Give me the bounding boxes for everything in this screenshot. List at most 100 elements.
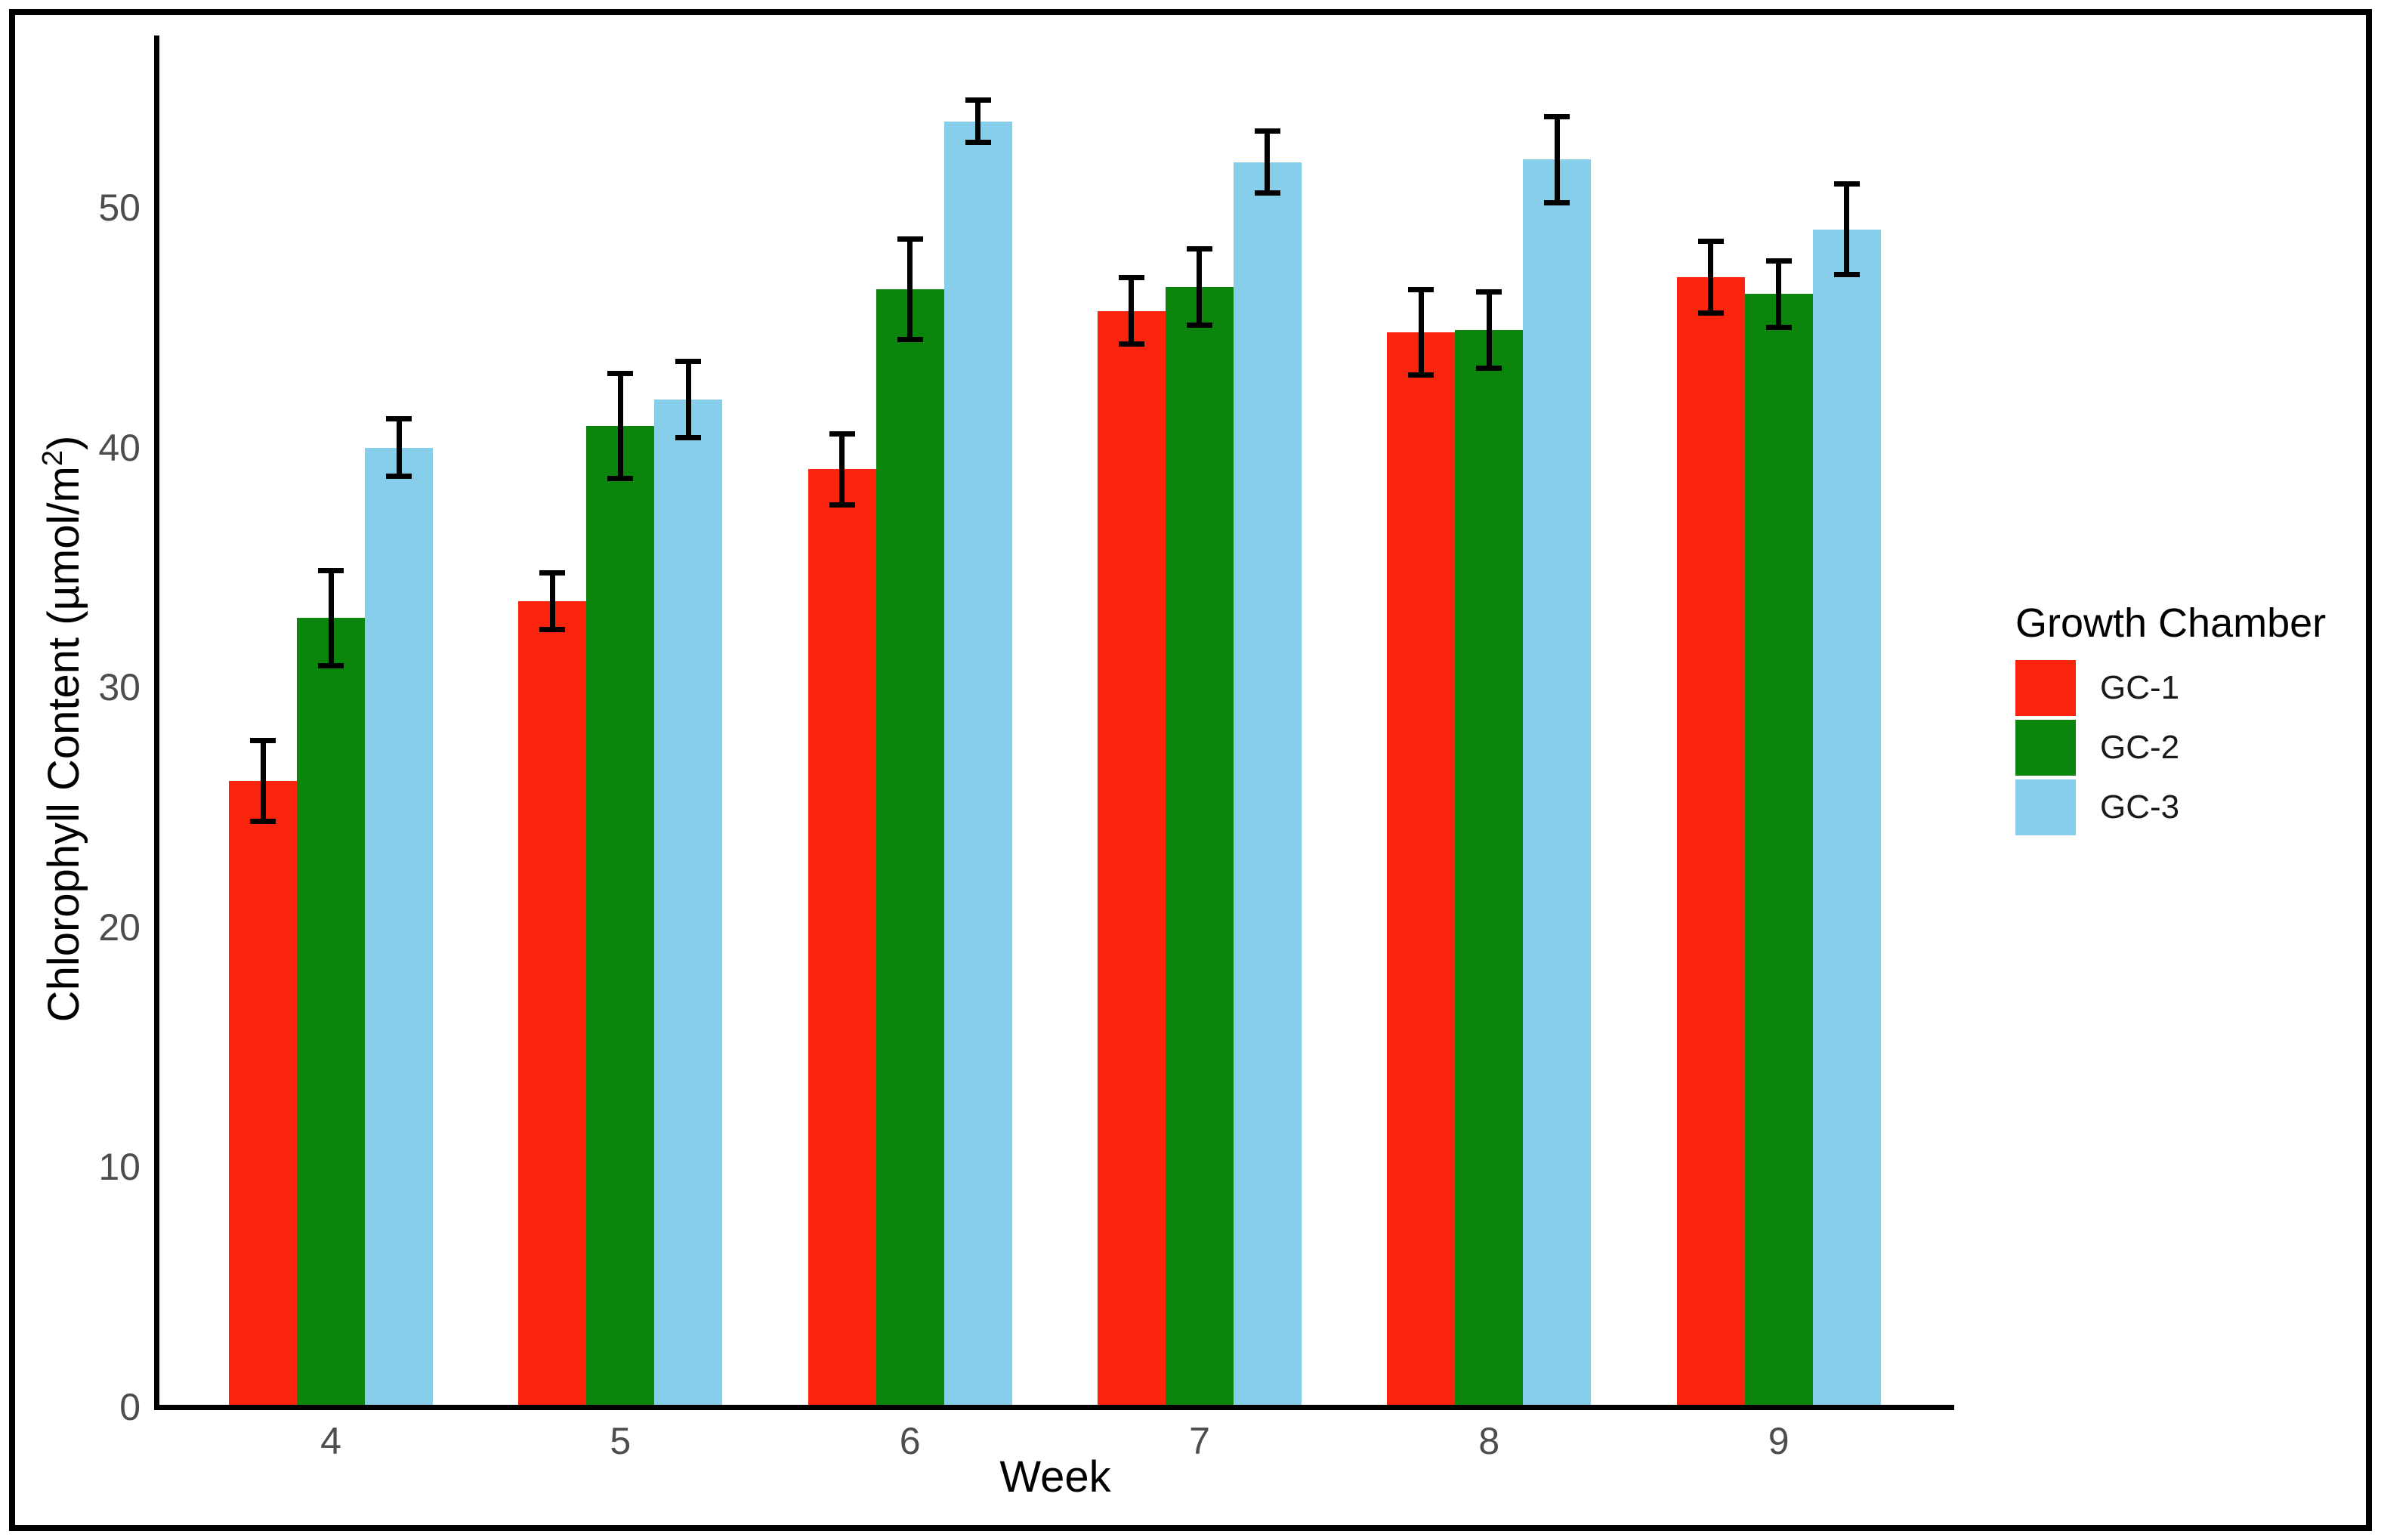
bar-gc-2-week9 [1744,294,1813,1409]
errorbar-line-gc-3-week7 [1265,131,1271,193]
x-axis-line [154,1405,1954,1410]
figure-border-frame [9,9,2372,1531]
errorbar-cap-bottom-gc-2-week7 [1186,322,1212,328]
legend-label-gc-3: GC-3 [2100,789,2180,826]
errorbar-line-gc-1-week6 [839,433,845,505]
y-tick-label-30: 30 [98,666,141,709]
y-axis-title-superscript: 2 [37,450,69,467]
errorbar-line-gc-2-week7 [1197,248,1203,326]
errorbar-cap-top-gc-1-week5 [539,569,566,576]
bar-gc-3-week6 [943,121,1012,1409]
x-tick-label-9: 9 [1768,1420,1790,1462]
errorbar-cap-bottom-gc-2-week8 [1476,365,1502,371]
errorbar-cap-bottom-gc-1-week4 [250,819,276,825]
errorbar-cap-top-gc-3-week7 [1254,128,1280,134]
errorbar-cap-bottom-gc-3-week9 [1833,271,1860,277]
errorbar-line-gc-2-week4 [328,569,334,666]
errorbar-cap-top-gc-3-week6 [965,97,991,103]
errorbar-line-gc-1-week8 [1418,289,1424,376]
errorbar-line-gc-2-week8 [1486,292,1492,369]
legend-title: Growth Chamber [2015,600,2327,646]
errorbar-line-gc-3-week5 [685,361,691,438]
errorbar-line-gc-3-week6 [975,100,981,144]
legend-key-gc-3 [2015,779,2076,835]
errorbar-cap-top-gc-1-week8 [1408,286,1434,292]
errorbar-cap-bottom-gc-3-week7 [1254,190,1280,196]
y-axis-title: Chlorophyll Content (µmol/m2) [29,351,88,1106]
errorbar-line-gc-2-week5 [617,373,623,479]
x-tick-label-8: 8 [1478,1420,1500,1462]
errorbar-line-gc-1-week7 [1129,277,1135,345]
bar-gc-1-week5 [518,600,587,1409]
errorbar-cap-bottom-gc-1-week9 [1697,310,1724,316]
bar-gc-3-week9 [1812,229,1881,1409]
errorbar-cap-bottom-gc-1-week5 [539,626,566,632]
bar-gc-3-week7 [1233,162,1302,1409]
errorbar-cap-top-gc-3-week4 [386,416,412,422]
bar-gc-1-week8 [1387,332,1456,1409]
legend-label-gc-2: GC-2 [2100,729,2180,766]
errorbar-cap-bottom-gc-3-week6 [965,140,991,146]
errorbar-cap-top-gc-1-week4 [250,738,276,744]
y-tick-label-10: 10 [98,1146,141,1189]
errorbar-line-gc-2-week9 [1776,260,1782,328]
errorbar-cap-top-gc-3-week8 [1544,114,1570,120]
bar-gc-2-week5 [586,426,655,1409]
x-tick-label-6: 6 [899,1420,921,1462]
y-axis-line [154,35,159,1410]
legend-key-gc-2 [2015,720,2076,776]
errorbar-cap-bottom-gc-2-week4 [318,662,344,668]
errorbar-cap-bottom-gc-3-week5 [675,434,702,440]
errorbar-cap-top-gc-2-week8 [1476,289,1502,295]
legend-label-gc-1: GC-1 [2100,669,2180,706]
errorbar-line-gc-1-week4 [260,740,266,822]
errorbar-cap-bottom-gc-3-week4 [386,473,412,479]
errorbar-cap-bottom-gc-1-week6 [829,502,855,508]
bar-gc-3-week8 [1523,159,1592,1409]
errorbar-line-gc-3-week4 [396,418,402,477]
bar-gc-2-week8 [1455,329,1524,1409]
errorbar-cap-top-gc-2-week6 [897,236,923,242]
errorbar-cap-bottom-gc-1-week7 [1118,341,1144,347]
bar-gc-3-week5 [654,400,723,1409]
errorbar-line-gc-3-week9 [1844,184,1850,275]
y-tick-label-50: 50 [98,187,141,229]
x-tick-label-7: 7 [1189,1420,1210,1462]
errorbar-cap-top-gc-2-week4 [318,567,344,573]
bar-gc-1-week6 [808,469,876,1409]
bar-gc-2-week7 [1165,286,1234,1409]
errorbar-line-gc-2-week6 [907,239,913,340]
y-tick-label-0: 0 [119,1386,141,1428]
legend-key-gc-1 [2015,660,2076,716]
errorbar-cap-top-gc-1-week6 [829,431,855,437]
errorbar-line-gc-1-week9 [1708,241,1714,313]
x-axis-title: Week [999,1452,1111,1501]
errorbar-cap-top-gc-3-week9 [1833,181,1860,187]
y-axis-title-text: Chlorophyll Content (µmol/m [39,466,88,1023]
errorbar-cap-bottom-gc-3-week8 [1544,199,1570,205]
errorbar-cap-bottom-gc-2-week6 [897,336,923,342]
x-tick-label-4: 4 [320,1420,341,1462]
bar-gc-2-week4 [297,618,365,1409]
errorbar-cap-top-gc-1-week9 [1697,239,1724,245]
bar-gc-1-week9 [1676,277,1745,1409]
y-axis-title-close: ) [39,435,88,451]
errorbar-line-gc-3-week8 [1554,116,1560,203]
bar-gc-2-week6 [876,289,944,1409]
bar-gc-1-week4 [229,781,297,1409]
y-tick-label-20: 20 [98,906,141,949]
y-tick-label-40: 40 [98,426,141,469]
errorbar-cap-bottom-gc-2-week9 [1765,324,1792,330]
errorbar-cap-top-gc-2-week5 [607,371,634,377]
errorbar-cap-top-gc-1-week7 [1118,275,1144,281]
errorbar-line-gc-1-week5 [549,572,555,630]
errorbar-cap-bottom-gc-2-week5 [607,475,634,481]
errorbar-cap-top-gc-2-week7 [1186,245,1212,252]
errorbar-cap-top-gc-2-week9 [1765,258,1792,264]
bar-gc-1-week7 [1097,310,1166,1409]
bar-gc-3-week4 [365,447,433,1409]
errorbar-cap-bottom-gc-1-week8 [1408,372,1434,378]
errorbar-cap-top-gc-3-week5 [675,359,702,365]
x-tick-label-5: 5 [610,1420,632,1462]
